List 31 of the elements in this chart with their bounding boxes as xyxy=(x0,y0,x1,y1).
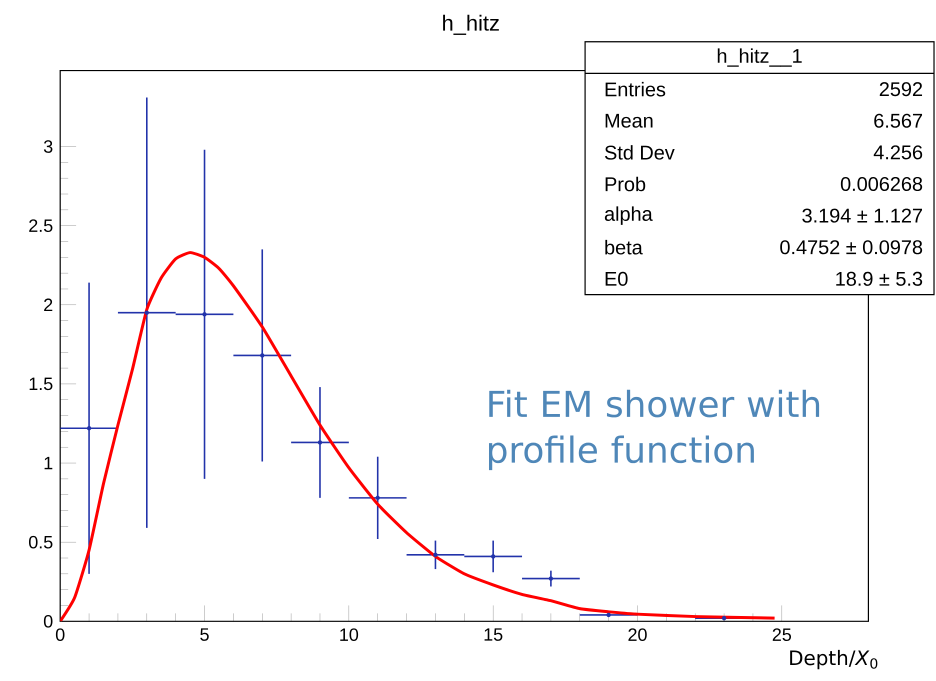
y-tick-label: 2.5 xyxy=(29,219,52,232)
x-axis-title: Depth/X$_{0}$ xyxy=(790,650,878,670)
text: h_hitz__1 xyxy=(718,48,802,67)
x-tick-label: 5 xyxy=(200,628,209,641)
y-tick-label: 3 xyxy=(44,140,52,153)
x-tick-label: 15 xyxy=(484,628,502,641)
chart-title: h_hitz xyxy=(443,14,499,35)
annotation: Entries xyxy=(606,82,666,96)
annotation: beta xyxy=(605,240,643,255)
text: 6.567 xyxy=(874,114,922,128)
x-tick-label: 20 xyxy=(628,628,647,642)
annotation: Mean xyxy=(606,114,652,128)
y-tick-label: 1.5 xyxy=(30,378,52,390)
text: 4.256 xyxy=(874,145,922,160)
x-tick-label: 25 xyxy=(772,628,792,642)
y-tick-label: 2 xyxy=(44,298,52,312)
annotation: Std Dev xyxy=(604,145,675,160)
x-tick-label: 0 xyxy=(56,628,64,642)
annotation: E0 xyxy=(606,272,628,286)
annotation: 0.006268 xyxy=(840,176,922,192)
x-tick-label: 10 xyxy=(340,628,358,642)
annotation: 3.194 ± 1.127 xyxy=(802,208,922,223)
annotation: 18.9 ± 5.3 xyxy=(836,272,922,286)
text: 2592 xyxy=(880,82,922,96)
y-tick-label: 0.5 xyxy=(28,536,52,549)
annotation: Prob xyxy=(606,176,646,192)
y-tick-label: 0 xyxy=(44,614,52,628)
annotation: alpha xyxy=(604,206,653,225)
annotation: 0.4752 ± 0.0978 xyxy=(780,240,922,254)
y-tick-label: 1 xyxy=(44,456,52,470)
annotation: Fit EM shower with profile function xyxy=(488,390,820,470)
